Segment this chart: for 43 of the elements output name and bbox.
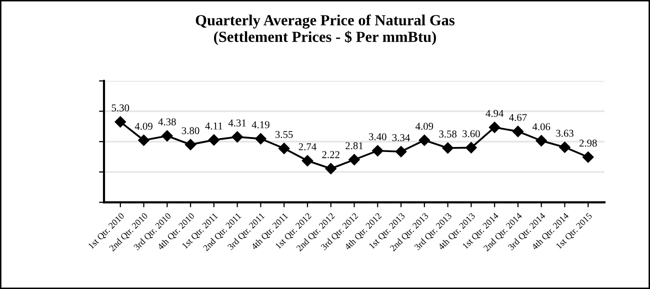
point <box>208 134 220 146</box>
data-label: 3.34 <box>392 134 410 142</box>
data-label: 4.31 <box>228 119 246 127</box>
point <box>255 133 266 144</box>
point <box>582 151 594 163</box>
data-label: 3.80 <box>182 127 200 134</box>
data-label: 4.94 <box>486 110 504 117</box>
point <box>559 142 570 153</box>
data-label: 4.09 <box>134 122 152 130</box>
data-label: 2.74 <box>298 143 316 150</box>
data-label: 2.81 <box>346 142 363 150</box>
point <box>418 134 430 146</box>
point <box>278 142 290 154</box>
point <box>466 142 477 154</box>
point <box>138 134 150 146</box>
data-label: 4.06 <box>532 123 550 130</box>
data-label: 3.40 <box>369 133 386 140</box>
point <box>442 142 454 154</box>
point <box>488 122 500 133</box>
data-label: 4.09 <box>416 122 434 130</box>
data-label: 2.22 <box>322 151 340 158</box>
point <box>512 126 524 138</box>
point <box>536 135 547 146</box>
data-label: 4.11 <box>205 122 222 130</box>
data-label: 5.30 <box>112 104 130 112</box>
data-label: 4.67 <box>509 114 527 122</box>
chart-title: Quarterly Average Price of Natural Gas (Settlement Prices - $ Per mmBtu) <box>196 14 455 46</box>
point <box>232 131 243 143</box>
data-label: 4.38 <box>158 118 176 126</box>
point <box>302 155 314 166</box>
point <box>162 130 173 142</box>
data-label: 3.63 <box>556 130 574 137</box>
data-label: 3.58 <box>439 130 457 138</box>
data-label: 3.55 <box>275 130 293 138</box>
point <box>114 116 126 128</box>
data-label: 3.60 <box>462 130 480 138</box>
data-label: 4.19 <box>252 121 270 128</box>
point <box>348 154 360 166</box>
data-label: 2.98 <box>579 140 597 147</box>
point <box>325 163 336 174</box>
point <box>372 145 384 156</box>
point <box>395 146 407 158</box>
point <box>184 139 196 150</box>
